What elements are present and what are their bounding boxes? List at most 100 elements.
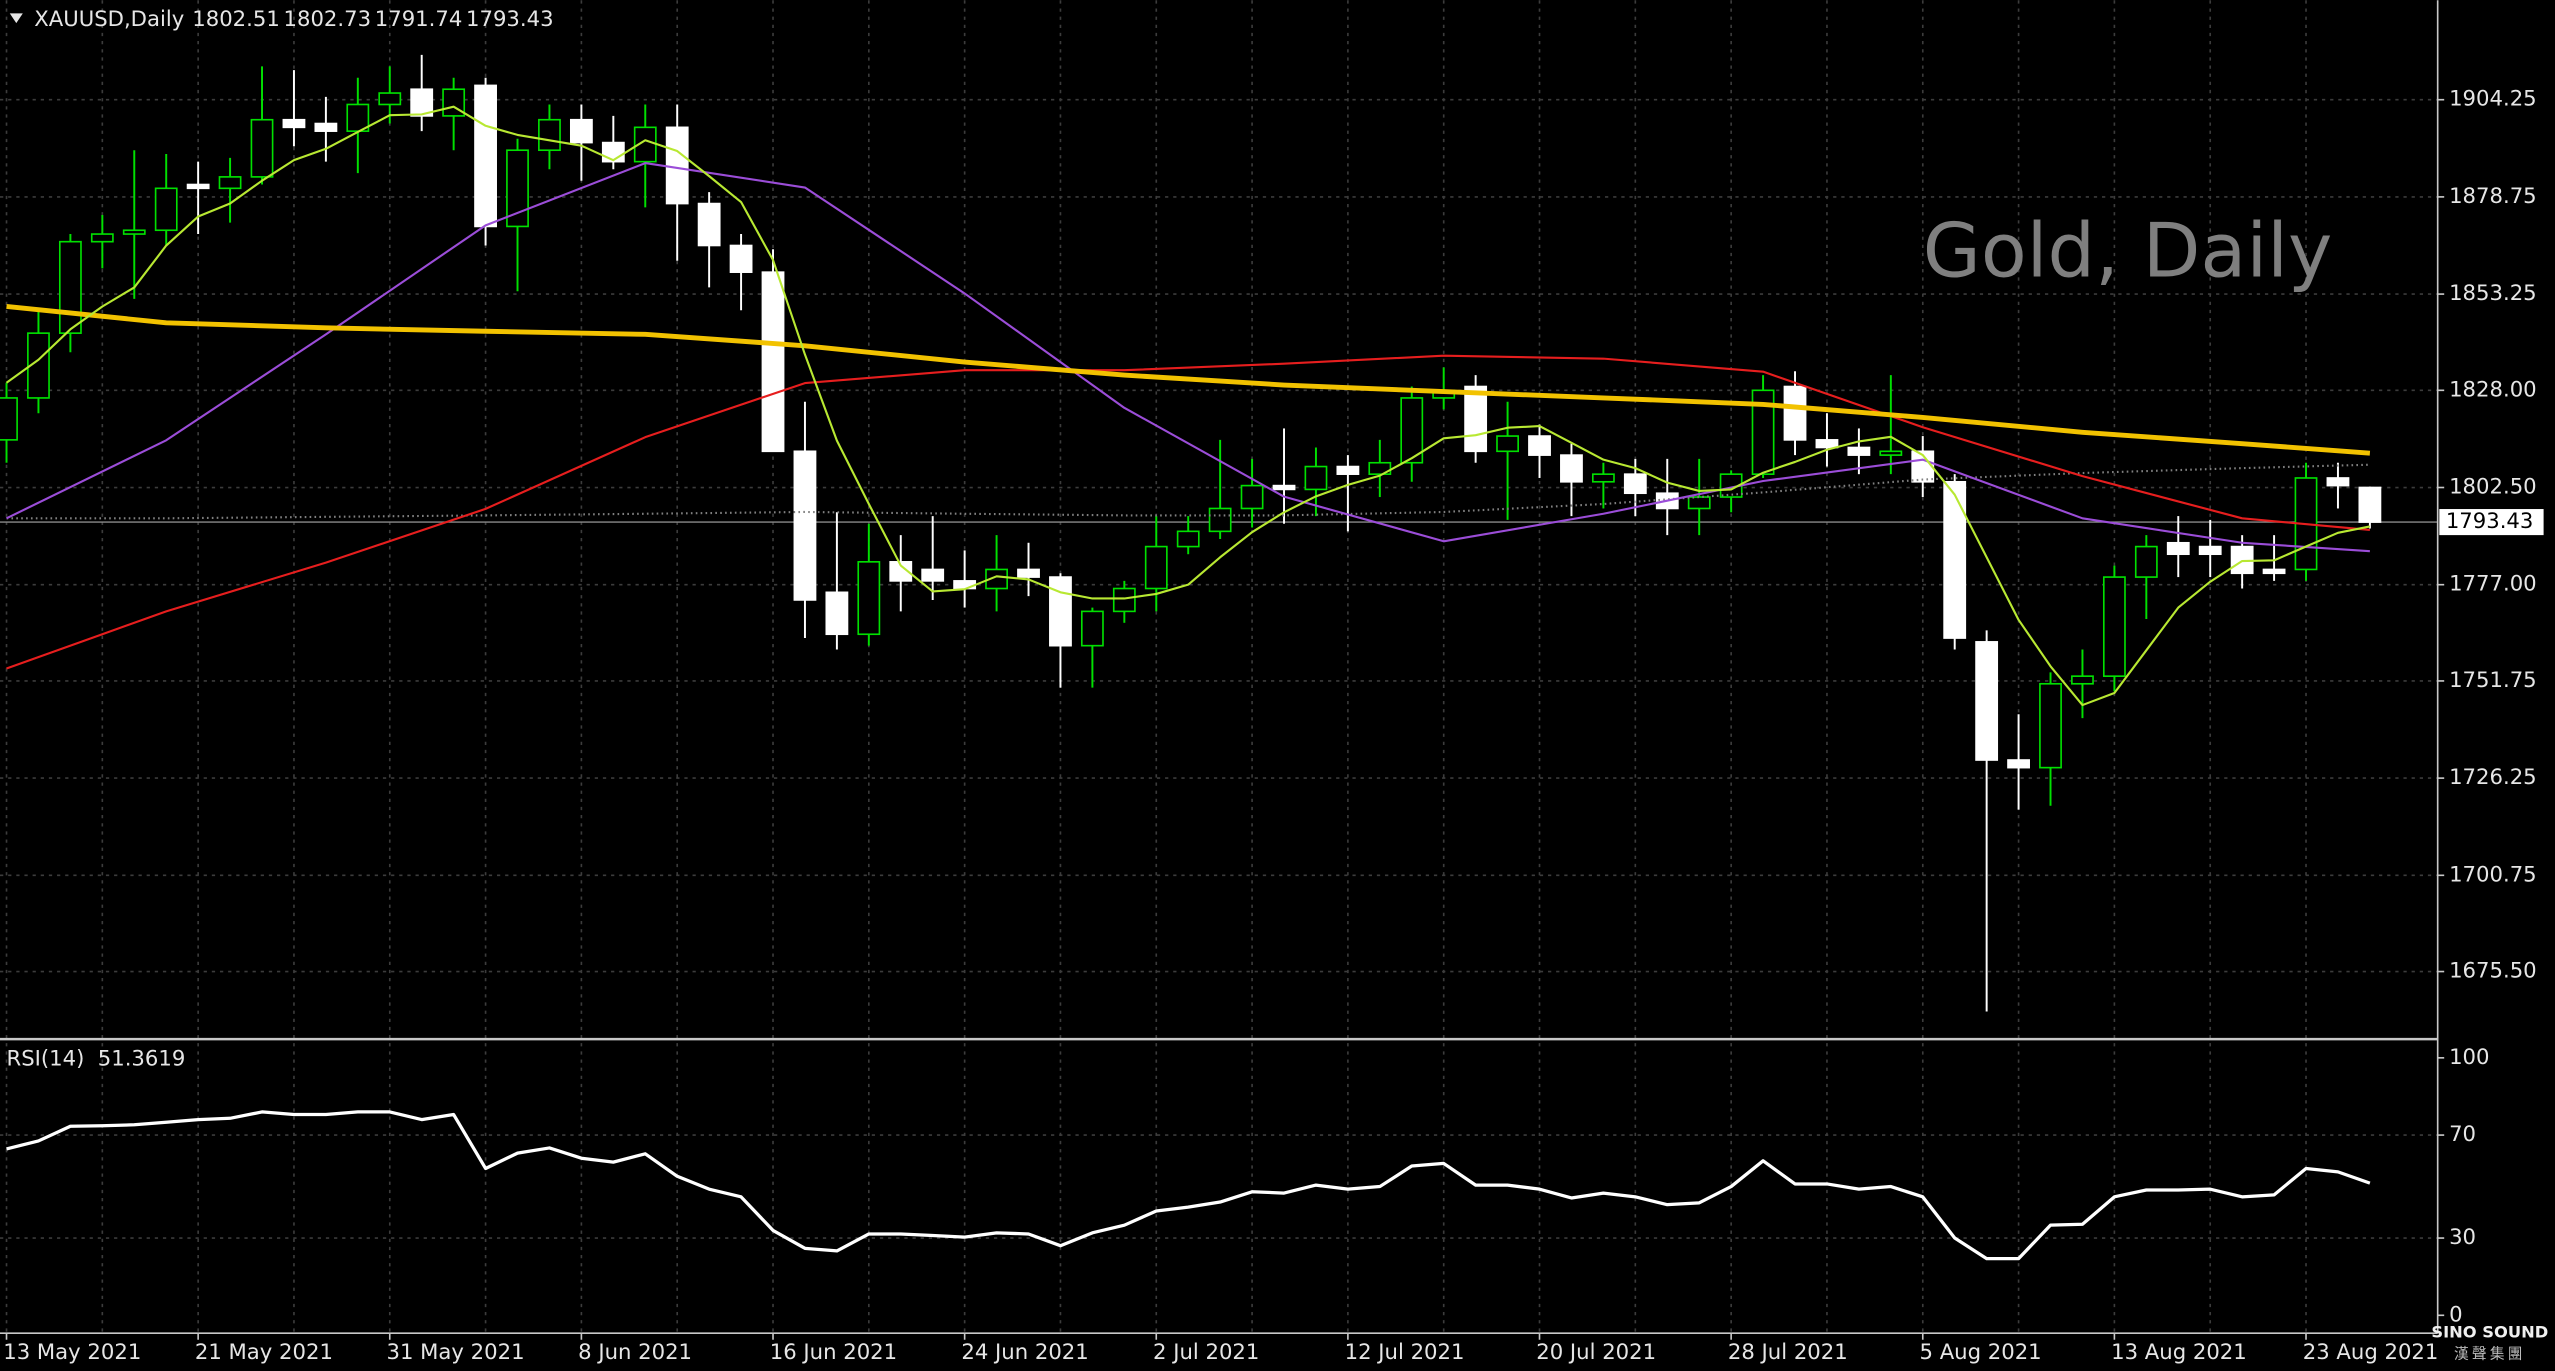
candles [0, 54, 2382, 1012]
candle-body [1049, 576, 1072, 647]
candle-body [857, 561, 881, 636]
moving-average [5, 105, 2371, 707]
candle-body [793, 450, 817, 601]
header-high: 1802.73 [284, 6, 372, 31]
menu-arrow[interactable] [9, 13, 23, 24]
candle-body [1304, 465, 1328, 491]
moving-average [6, 162, 2370, 553]
candle-body [1144, 545, 1168, 590]
header-low: 1791.74 [375, 6, 463, 31]
rsi-value: 51.3619 [98, 1045, 186, 1070]
candle-body [2358, 486, 2382, 523]
rsi-title: RSI(14) [7, 1045, 85, 1070]
candle-body [1240, 484, 1264, 510]
candle-body [506, 149, 529, 228]
price-tag-label: 1793.43 [2446, 508, 2534, 533]
candle-body [538, 118, 561, 152]
indicator-layer [5, 105, 2371, 1261]
candle-body [1464, 385, 1488, 453]
x-tick-label: 5 Aug 2021 [1920, 1339, 2042, 1364]
moving-average [6, 354, 2370, 670]
y-tick-label: 1675.50 [2449, 958, 2537, 983]
candle-body [1751, 389, 1775, 475]
x-tick-label: 12 Jul 2021 [1345, 1339, 1465, 1364]
candle-body [122, 229, 146, 235]
candle-body [1176, 530, 1200, 548]
candle-body [1687, 496, 1711, 510]
candle-body [1847, 446, 1871, 456]
candle-body [1879, 450, 1903, 456]
candle-body [1208, 507, 1232, 533]
y-tick-label: 100 [2449, 1044, 2489, 1069]
candle-body [2326, 477, 2350, 487]
candle-body [985, 568, 1008, 590]
x-tick-label: 20 Jul 2021 [1536, 1339, 1656, 1364]
x-tick-label: 13 Aug 2021 [2111, 1339, 2247, 1364]
rsi-header: RSI(14) 51.3619 [7, 1045, 186, 1070]
candle-body [2039, 682, 2062, 769]
candle-body [0, 397, 18, 441]
y-tick-label: 1802.50 [2449, 474, 2537, 499]
y-tick-label: 1777.00 [2449, 571, 2537, 596]
candle-body [569, 118, 593, 144]
candle-body [1272, 484, 1296, 491]
y-tick-label: 30 [2449, 1224, 2476, 1249]
x-tick-label: 28 Jul 2021 [1728, 1339, 1848, 1364]
chart-header: XAUUSD,Daily 1802.51 1802.73 1791.74 179… [34, 6, 553, 31]
x-tick-label: 16 Jun 2021 [770, 1339, 897, 1364]
marks-layer [0, 54, 2382, 1012]
candle-body [2007, 759, 2030, 769]
candle-body [1112, 587, 1136, 613]
candle-body [1496, 435, 1519, 453]
candle-body [474, 84, 497, 228]
candle-body [2166, 541, 2190, 556]
y-tick-label: 0 [2449, 1301, 2462, 1326]
y-tick-label: 1878.75 [2449, 183, 2537, 208]
header-close: 1793.43 [466, 6, 554, 31]
candle-body [218, 176, 242, 190]
moving-average [6, 304, 2371, 456]
logo-name: SINO SOUND [2431, 1323, 2548, 1342]
candle-body [1528, 435, 1551, 456]
x-tick-label: 23 Aug 2021 [2303, 1339, 2439, 1364]
candle-body [1080, 610, 1104, 647]
candle-body [825, 591, 849, 636]
candle-body [282, 118, 306, 129]
candle-body [2198, 545, 2222, 556]
candle-body [1336, 465, 1360, 475]
candle-body [27, 332, 50, 399]
y-tick-label: 1853.25 [2449, 280, 2537, 305]
candle-body [697, 202, 721, 247]
candle-body [186, 183, 210, 190]
x-tick-label: 21 May 2021 [195, 1339, 333, 1364]
candle-body [761, 271, 785, 453]
header-open: 1802.51 [192, 6, 280, 31]
candle-body [250, 118, 274, 178]
candle-body [1623, 473, 1647, 495]
candle-body [953, 580, 977, 590]
candle-body [2134, 545, 2158, 578]
watermark: Gold, Daily [1923, 207, 2333, 295]
candle-body [410, 88, 434, 117]
candle-body [90, 233, 114, 243]
candle-body [665, 126, 689, 205]
candle-body [58, 240, 82, 334]
y-tick-label: 70 [2449, 1121, 2476, 1146]
rsi [6, 1110, 2371, 1261]
x-tick-label: 13 May 2021 [3, 1339, 141, 1364]
y-tick-label: 1726.25 [2449, 764, 2537, 789]
candle-body [1400, 397, 1424, 464]
candle-body [2262, 568, 2286, 575]
candle-body [601, 141, 625, 163]
candle-body [154, 187, 178, 232]
candle-body [1017, 568, 1040, 578]
candle-body [314, 122, 338, 132]
logo-subtitle: 漢聲集團 [2454, 1345, 2526, 1362]
candle-body [729, 244, 753, 273]
candle-body [1815, 439, 1839, 449]
candle-body [1591, 473, 1615, 483]
x-tick-label: 2 Jul 2021 [1153, 1339, 1259, 1364]
